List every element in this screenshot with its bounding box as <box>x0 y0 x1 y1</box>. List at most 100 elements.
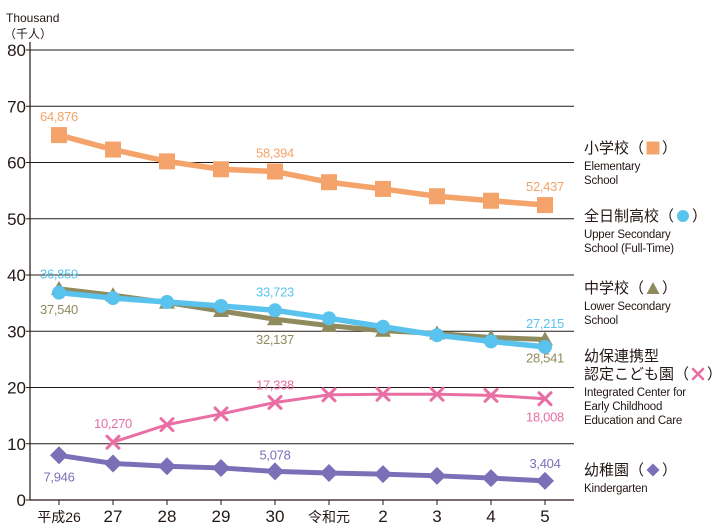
kindergarten-data-label: 7,946 <box>43 469 74 484</box>
upper_secondary-data-point <box>430 328 444 343</box>
legend-integrated-center-ja-1: 幼保連携型 <box>584 348 660 365</box>
x-tick-label: 29 <box>212 507 231 526</box>
kindergarten-data-point <box>104 454 122 473</box>
kindergarten-data-point <box>50 446 68 465</box>
y-tick-label: 80 <box>7 41 26 60</box>
elementary-data-label: 58,394 <box>256 146 294 161</box>
legend-lower-secondary-en-2: School <box>584 315 618 327</box>
y-tick-label: 50 <box>7 210 26 229</box>
kindergarten-data-point <box>482 469 500 488</box>
elementary-data-point <box>267 163 283 180</box>
y-unit-ja-label: （千人） <box>4 27 52 41</box>
y-tick-label: 60 <box>7 154 26 173</box>
upper_secondary-data-label: 33,723 <box>256 284 294 299</box>
elementary-data-point <box>375 180 391 197</box>
legend-upper-secondary-en-2: School (Full-Time) <box>584 243 674 255</box>
elementary-data-point <box>537 197 553 214</box>
legend-lower-secondary-en-1: Lower Secondary <box>584 301 671 313</box>
integrated_center-data-point <box>537 391 553 407</box>
legend-item-kindergarten: 幼稚園（） Kindergarten <box>584 462 678 495</box>
upper_secondary-data-point <box>322 311 336 326</box>
line-chart: Thousand （千人） 0 10 20 30 40 50 60 70 80 平成26 27 28… <box>4 11 574 526</box>
legend-integrated-center-ja-2: 認定こども園 <box>584 366 675 383</box>
x-tick-label: 28 <box>158 507 177 526</box>
kindergarten-data-label: 3,404 <box>529 456 560 471</box>
elementary-data-point <box>213 161 229 178</box>
kindergarten-data-point <box>536 471 554 490</box>
x-tick-label: 30 <box>266 507 285 526</box>
lower_secondary-data-label: 28,541 <box>526 350 564 365</box>
elementary-data-point <box>159 153 175 170</box>
upper_secondary-data-point <box>160 295 174 309</box>
legend-kindergarten-en-1: Kindergarten <box>584 483 648 495</box>
integrated_center-data-point <box>429 386 445 402</box>
legend-elementary-en-1: Elementary <box>584 161 641 173</box>
elementary-data-point <box>105 141 121 158</box>
legend-elementary-ja: 小学校 <box>584 140 630 157</box>
kindergarten-data-point <box>428 466 446 485</box>
x-tick-label: 平成26 <box>37 509 81 525</box>
elementary-data-point <box>429 188 445 205</box>
y-axis-tick-labels: 0 10 20 30 40 50 60 70 80 <box>7 41 26 510</box>
kindergarten-data-point <box>212 458 230 477</box>
elementary-data-label: 52,437 <box>526 179 564 194</box>
x-tick-label: 5 <box>540 507 549 526</box>
legend-item-integrated-center: 幼保連携型 認定こども園（） Integrated Center for Ear… <box>584 348 712 428</box>
x-axis-tick-labels: 平成26 27 28 29 30 令和元 2 3 4 5 <box>37 507 550 526</box>
upper_secondary-data-label: 36,859 <box>40 267 78 282</box>
data-label-layer: 64,876 58,394 52,437 36,859 33,723 27,215 37,5… <box>40 109 564 484</box>
x-tick-label: 2 <box>378 507 387 526</box>
integrated_center-data-label: 17,338 <box>256 377 294 392</box>
cross-marker-icon <box>691 367 705 386</box>
legend-integrated-center-en-1: Integrated Center for <box>584 387 686 399</box>
integrated_center-data-point <box>159 417 175 433</box>
integrated_center-data-point <box>321 387 337 403</box>
kindergarten-data-point <box>266 462 284 481</box>
lower_secondary-data-label: 37,540 <box>40 302 78 317</box>
legend-upper-secondary-en-1: Upper Secondary <box>584 229 671 241</box>
integrated_center-data-point <box>213 406 229 422</box>
circle-marker-icon <box>676 209 690 228</box>
integrated_center-data-label: 10,270 <box>94 416 132 431</box>
elementary-data-label: 64,876 <box>40 109 78 124</box>
legend-lower-secondary-ja: 中学校 <box>584 280 630 297</box>
x-tick-label: 27 <box>104 507 123 526</box>
y-tick-label: 0 <box>17 491 26 510</box>
elementary-data-point <box>483 192 499 209</box>
integrated_center-data-point <box>105 434 121 450</box>
y-tick-label: 20 <box>7 379 26 398</box>
upper_secondary-data-point <box>214 298 228 313</box>
upper_secondary-data-point <box>538 339 552 354</box>
upper_secondary-data-point <box>376 319 390 334</box>
legend-kindergarten-ja: 幼稚園 <box>584 462 630 479</box>
integrated_center-data-point <box>267 394 283 410</box>
upper_secondary-data-point <box>52 285 66 300</box>
y-tick-label: 70 <box>7 97 26 116</box>
integrated_center-data-point <box>483 387 499 403</box>
legend: 小学校（） Elementary School 全日制高校（） Upper Se… <box>584 0 712 528</box>
lower_secondary-data-label: 32,137 <box>256 332 294 347</box>
legend-item-upper-secondary: 全日制高校（） Upper Secondary School (Full-Tim… <box>584 208 708 255</box>
legend-integrated-center-en-2: Early Childhood <box>584 401 663 413</box>
elementary-data-point <box>51 127 67 144</box>
legend-item-lower-secondary: 中学校（） Lower Secondary School <box>584 280 678 327</box>
legend-elementary-en-2: School <box>584 175 618 187</box>
square-marker-icon <box>646 141 660 160</box>
integrated_center-data-label: 18,008 <box>526 410 564 425</box>
legend-upper-secondary-ja: 全日制高校 <box>584 208 660 225</box>
y-tick-label: 30 <box>7 322 26 341</box>
legend-integrated-center-en-3: Education and Care <box>584 415 683 427</box>
lower_secondary-data-point <box>267 311 283 326</box>
legend-item-elementary: 小学校（） Elementary School <box>584 140 678 187</box>
upper_secondary-data-point <box>484 334 498 349</box>
upper_secondary-data-label: 27,215 <box>526 316 564 331</box>
y-tick-label: 40 <box>7 266 26 285</box>
kindergarten-data-point <box>158 457 176 476</box>
series-layer <box>50 127 554 490</box>
diamond-marker-icon <box>646 463 660 482</box>
integrated_center-data-point <box>375 386 391 402</box>
triangle-marker-icon <box>646 281 660 300</box>
kindergarten-data-label: 5,078 <box>259 447 290 462</box>
x-tick-label: 3 <box>432 507 441 526</box>
upper_secondary-series-line <box>56 289 548 350</box>
